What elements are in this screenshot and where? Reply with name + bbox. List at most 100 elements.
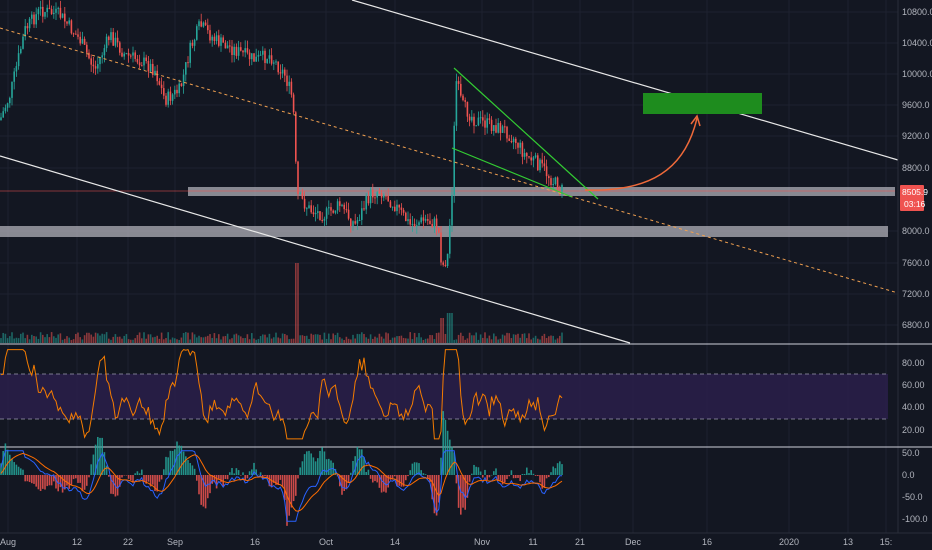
candle-body (222, 37, 224, 43)
price-tick-label: 6800.0 (902, 320, 930, 330)
candle-body (383, 195, 385, 198)
candle-body (508, 138, 510, 141)
macd-histogram-bar (259, 472, 262, 475)
candle-body (31, 14, 33, 19)
macd-histogram-bar (444, 419, 447, 475)
macd-histogram-bar (374, 475, 376, 482)
support-zone-upper (188, 187, 895, 196)
upper-channel-line[interactable] (351, 0, 899, 161)
wedge-lower-line[interactable] (451, 147, 573, 198)
candle-body (42, 6, 44, 17)
macd-histogram-bar (68, 475, 70, 489)
macd-histogram-bar (314, 461, 317, 475)
candle-body (235, 46, 238, 56)
macd-histogram-bar (4, 443, 7, 475)
price-panel[interactable] (0, 0, 899, 344)
macd-histogram-bar (486, 475, 488, 480)
macd-histogram-bar (510, 470, 513, 475)
price-axis[interactable]: 10800.0 10400.0 10000.0 9600.0 9200.0 8800.0 8… (897, 0, 932, 533)
projection-arrow-path[interactable] (584, 117, 698, 191)
volume-bar (246, 334, 249, 343)
candle-body (539, 159, 541, 171)
lower-channel-line[interactable] (0, 155, 631, 344)
macd-histogram-bar (330, 460, 332, 475)
macd-histogram-bar (165, 456, 167, 475)
candle-body (545, 166, 548, 177)
macd-histogram-bar (479, 471, 482, 475)
volume-bar (213, 333, 216, 343)
volume-bar (15, 337, 18, 343)
volume-bar (497, 339, 499, 343)
macd-histogram-bar (70, 475, 73, 486)
candle-body (39, 6, 42, 9)
volume-bar (427, 338, 429, 343)
volume-bar (501, 334, 504, 343)
candle-body (187, 62, 189, 64)
macd-histogram-bar (134, 473, 136, 475)
macd-histogram-bar (224, 475, 227, 479)
volume-bar (380, 336, 383, 343)
candle-body (242, 50, 244, 53)
time-tick-label: 13 (843, 537, 853, 547)
volume-bar (259, 336, 262, 343)
macd-histogram-bar (55, 475, 57, 489)
wedge-upper-line[interactable] (453, 67, 599, 200)
target-zone-box[interactable] (643, 93, 762, 114)
candle-body (149, 63, 152, 72)
candle-body (152, 63, 154, 75)
candle-body (83, 38, 86, 45)
volume-bar (440, 318, 442, 343)
candle-body (134, 52, 136, 59)
macd-histogram-bar (561, 464, 563, 475)
macd-histogram-bar (24, 475, 26, 482)
volume-bar (57, 334, 59, 343)
candle-body (224, 42, 227, 49)
rsi-tick-labels: 80.00 60.00 40.00 20.00 (902, 358, 925, 435)
macd-histogram-bar (50, 475, 53, 486)
volume-bar (512, 334, 515, 343)
candle-body (240, 47, 242, 51)
volume-bar (416, 337, 418, 343)
volume-bar (506, 332, 508, 343)
candle-body (363, 208, 365, 210)
macd-histogram-bar (484, 469, 486, 475)
price-tag-value: 8505.9 (902, 187, 928, 197)
time-tick-label: 16 (250, 537, 260, 547)
macd-histogram-bar (460, 475, 462, 515)
macd-histogram-bar (97, 436, 99, 475)
macd-histogram-bar (211, 475, 213, 484)
volume-bar (187, 332, 189, 343)
candle-body (310, 205, 312, 213)
macd-histogram-bar (306, 451, 308, 475)
volume-bar (202, 337, 205, 343)
volume-bar (484, 332, 486, 343)
macd-histogram-bar (468, 475, 471, 482)
macd-histogram-bar (433, 475, 436, 514)
macd-histogram-bar (136, 471, 139, 475)
volume-bar (486, 338, 488, 343)
volume-bar (264, 334, 266, 343)
macd-histogram-bar (248, 471, 251, 475)
candle-body (482, 117, 484, 121)
macd-histogram-bar (317, 458, 319, 475)
macd-histogram-bar (385, 475, 387, 493)
volume-bar (83, 335, 86, 343)
macd-histogram-bar (268, 475, 271, 487)
volume-bar (319, 334, 321, 343)
volume-bar (288, 339, 290, 343)
volume-bar (482, 337, 484, 343)
volume-bar (462, 335, 464, 343)
macd-histogram-bar (116, 475, 119, 496)
dashed-trend-line[interactable] (0, 27, 899, 294)
macd-histogram-bar (193, 468, 196, 475)
candle-body (127, 53, 130, 56)
candle-body (226, 45, 229, 49)
macd-panel[interactable]: 50.0 0.0 -50.0 -100.0 (0, 411, 928, 526)
time-axis[interactable]: Aug 12 22 Sep 16 Oct 14 Nov 11 21 Dec 16 2020 13 15: (0, 532, 932, 547)
macd-tick-label: -50.0 (902, 492, 923, 502)
volume-bar (286, 335, 288, 343)
macd-histogram-bar (350, 472, 352, 475)
macd-histogram-bar (528, 473, 530, 475)
volume-bar (4, 333, 7, 343)
